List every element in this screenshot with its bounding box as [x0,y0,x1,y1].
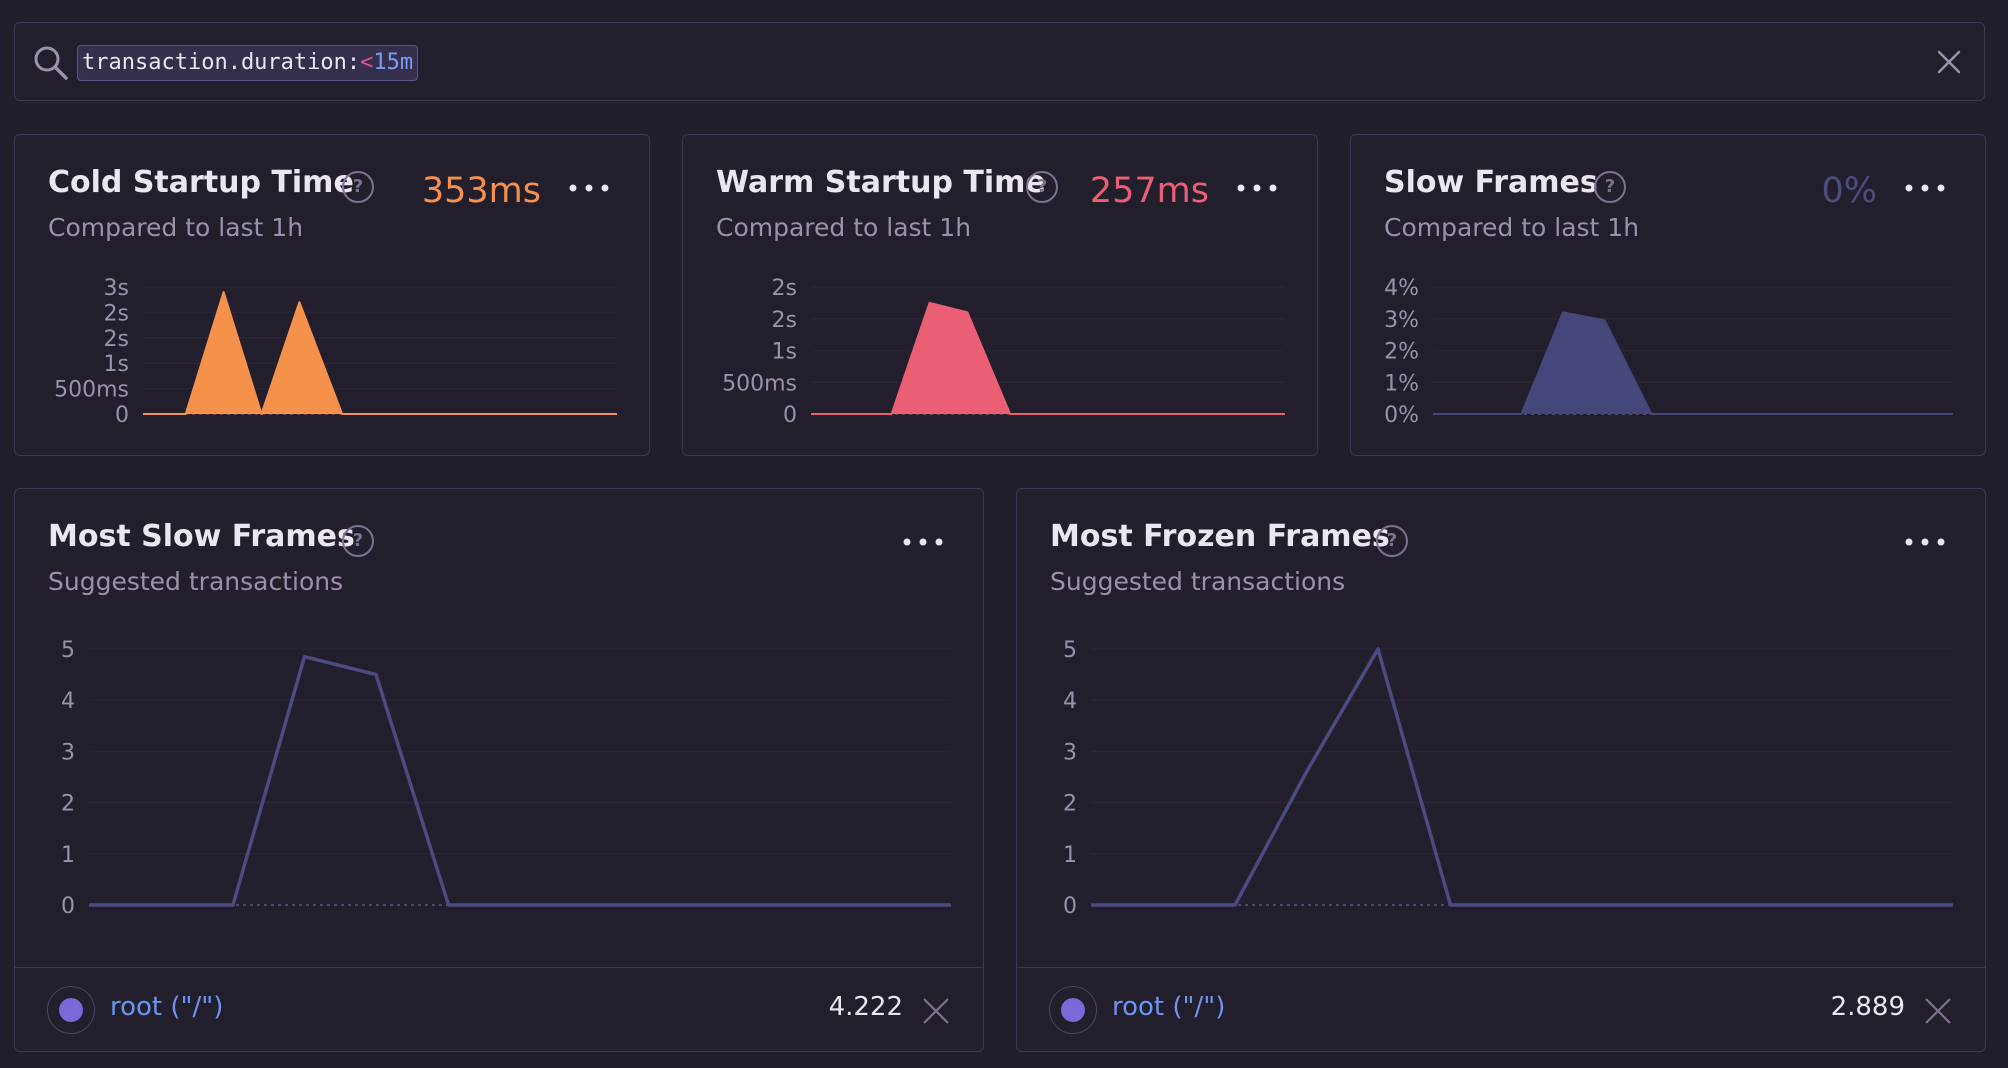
legend-row: root ("/") 2.889 [1017,967,1985,1051]
close-icon[interactable] [921,996,951,1026]
most-slow-frames-card: Most Slow Frames ? Suggested transaction… [14,488,984,1052]
close-icon[interactable] [1923,996,1953,1026]
y-tick-label: 5 [61,638,75,663]
series-line [811,301,1285,415]
most-frozen-frames-card: Most Frozen Frames ? Suggested transacti… [1016,488,1986,1052]
more-options-icon[interactable] [901,527,945,557]
more-options-icon[interactable] [567,173,611,203]
card-value: 257ms [1089,171,1209,211]
y-tick-label: 2s [772,276,797,301]
warm-startup-card: Warm Startup Time ? Compared to last 1h … [682,134,1318,456]
search-icon [34,46,68,80]
most-slow-frames-chart: 0 1 2 3 4 5 [61,638,951,919]
card-subtitle: Suggested transactions [1050,567,1346,596]
y-tick-label: 0 [61,894,75,919]
y-tick-label: 2s [104,327,129,352]
more-options-icon[interactable] [1903,173,1947,203]
y-tick-label: 4% [1384,276,1419,301]
series-area [143,292,617,414]
card-subtitle: Compared to last 1h [716,213,972,242]
series-area [811,302,1285,414]
y-tick-label: 3s [104,276,129,301]
card-subtitle: Compared to last 1h [48,213,304,242]
series-area [1433,312,1953,414]
card-subtitle: Suggested transactions [48,567,344,596]
y-tick-label: 0 [1063,894,1077,919]
y-tick-label: 1 [61,843,75,868]
card-subtitle: Compared to last 1h [1384,213,1640,242]
y-tick-label: 3 [61,740,75,765]
series-line [143,291,617,415]
legend-swatch[interactable] [47,986,95,1034]
legend-value: 4.222 [828,992,903,1022]
help-icon[interactable]: ? [342,171,374,203]
clear-search-icon[interactable] [1934,47,1964,77]
y-tick-label: 4 [1063,689,1077,714]
query-key: transaction.duration: [82,50,361,75]
transaction-link[interactable]: root ("/") [110,992,224,1022]
y-tick-label: 4 [61,689,75,714]
y-tick-label: 0% [1384,403,1419,428]
series-line [89,654,951,907]
query-value: 15m [373,50,414,75]
more-options-icon[interactable] [1903,527,1947,557]
y-tick-label: 2s [104,301,129,326]
y-tick-label: 1s [104,352,129,377]
more-options-icon[interactable] [1235,173,1279,203]
card-title: Most Slow Frames [48,519,355,554]
y-tick-label: 500ms [722,371,797,396]
help-icon[interactable]: ? [342,525,374,557]
most-frozen-frames-chart: 0 1 2 3 4 5 [1063,638,1953,919]
card-title: Cold Startup Time [48,165,354,200]
y-tick-label: 0 [115,403,129,428]
y-tick-label: 2 [61,792,75,817]
query-operator: < [360,50,374,75]
warm-startup-chart: 0 500ms 1s 2s 2s [722,276,1285,428]
series-line [1433,311,1953,415]
transaction-link[interactable]: root ("/") [1112,992,1226,1022]
legend-row: root ("/") 4.222 [15,967,983,1051]
card-title: Most Frozen Frames [1050,519,1390,554]
card-title: Slow Frames [1384,165,1598,200]
y-tick-label: 3 [1063,740,1077,765]
y-tick-label: 1 [1063,843,1077,868]
card-value: 353ms [421,171,541,211]
legend-swatch[interactable] [1049,986,1097,1034]
help-icon[interactable]: ? [1594,171,1626,203]
y-tick-label: 1% [1384,371,1419,396]
search-query-token[interactable]: transaction.duration:<15m [77,45,419,81]
y-tick-label: 1s [772,340,797,365]
slow-frames-chart: 0% 1% 2% 3% 4% [1384,276,1953,428]
help-icon[interactable]: ? [1026,171,1058,203]
card-value: 0% [1821,171,1877,211]
y-tick-label: 5 [1063,638,1077,663]
y-tick-label: 2 [1063,792,1077,817]
y-tick-label: 2% [1384,340,1419,365]
help-icon[interactable]: ? [1376,525,1408,557]
card-title: Warm Startup Time [716,165,1046,200]
y-tick-label: 3% [1384,308,1419,333]
y-tick-label: 0 [783,403,797,428]
legend-value: 2.889 [1830,992,1905,1022]
search-bar[interactable]: transaction.duration:<15m [14,22,1985,101]
cold-startup-card: Cold Startup Time ? Compared to last 1h … [14,134,650,456]
y-tick-label: 2s [772,308,797,333]
series-line [1091,647,1953,907]
y-tick-label: 500ms [54,378,129,403]
slow-frames-card: Slow Frames ? Compared to last 1h 0% 0% 1… [1350,134,1986,456]
